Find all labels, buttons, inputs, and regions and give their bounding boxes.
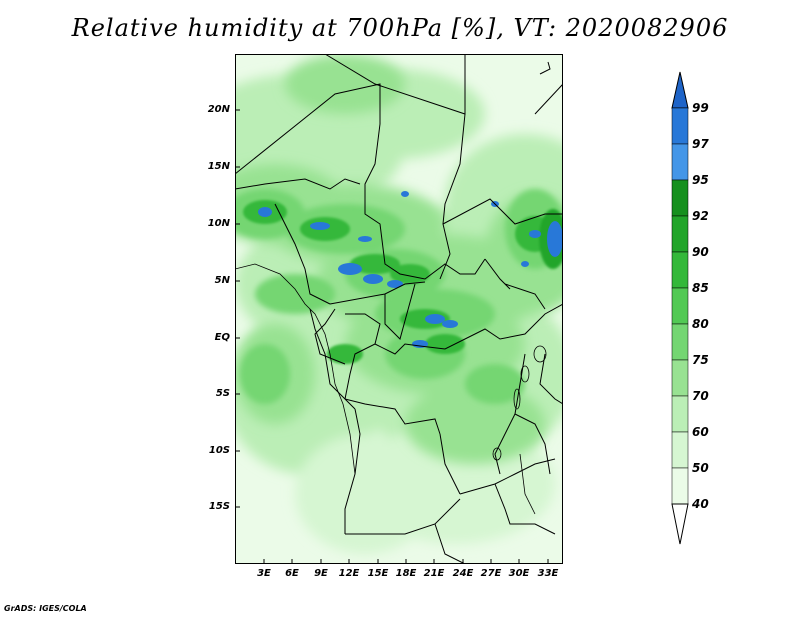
map-border bbox=[235, 54, 563, 564]
lon-label-18e: 18E bbox=[395, 568, 417, 579]
lon-label-9e: 9E bbox=[314, 568, 328, 579]
lat-label-20n: 20N bbox=[207, 104, 230, 115]
lat-label-5n: 5N bbox=[214, 275, 230, 286]
lat-ticks bbox=[235, 109, 240, 508]
colorbar-label-90: 90 bbox=[692, 245, 709, 259]
lon-label-21e: 21E bbox=[423, 568, 445, 579]
lat-label-10n: 10N bbox=[207, 218, 230, 229]
lat-label-15n: 15N bbox=[207, 161, 230, 172]
lon-label-15e: 15E bbox=[367, 568, 389, 579]
colorbar-label-97: 97 bbox=[692, 137, 709, 151]
colorbar-label-80: 80 bbox=[692, 317, 709, 331]
country-borders bbox=[235, 54, 563, 564]
colorbar-label-99: 99 bbox=[692, 101, 709, 115]
lon-label-6e: 6E bbox=[285, 568, 299, 579]
colorbar-label-40: 40 bbox=[692, 497, 709, 511]
colorbar bbox=[671, 71, 689, 545]
lat-label-15s: 15S bbox=[208, 501, 230, 512]
lat-label-10s: 10S bbox=[208, 445, 230, 456]
map-title: Relative humidity at 700hPa [%], VT: 202… bbox=[71, 14, 729, 42]
lon-ticks bbox=[263, 559, 549, 564]
colorbar-label-92: 92 bbox=[692, 209, 709, 223]
colorbar-label-85: 85 bbox=[692, 281, 709, 295]
colorbar-label-70: 70 bbox=[692, 389, 709, 403]
lat-label-5s: 5S bbox=[215, 388, 230, 399]
colorbar-label-95: 95 bbox=[692, 173, 709, 187]
credit-label: GrADS: IGES/COLA bbox=[4, 604, 87, 613]
lakes bbox=[492, 345, 547, 515]
colorbar-label-60: 60 bbox=[692, 425, 709, 439]
coastline bbox=[235, 263, 356, 475]
lon-label-27e: 27E bbox=[480, 568, 502, 579]
colorbar-label-75: 75 bbox=[692, 353, 709, 367]
colorbar-label-50: 50 bbox=[692, 461, 709, 475]
humidity-map bbox=[235, 54, 563, 564]
lat-label-eq: EQ bbox=[214, 332, 230, 343]
lon-label-33e: 33E bbox=[537, 568, 559, 579]
lon-label-12e: 12E bbox=[338, 568, 360, 579]
lon-label-24e: 24E bbox=[452, 568, 474, 579]
map-svg bbox=[235, 54, 563, 564]
lon-label-3e: 3E bbox=[257, 568, 271, 579]
lon-label-30e: 30E bbox=[508, 568, 530, 579]
